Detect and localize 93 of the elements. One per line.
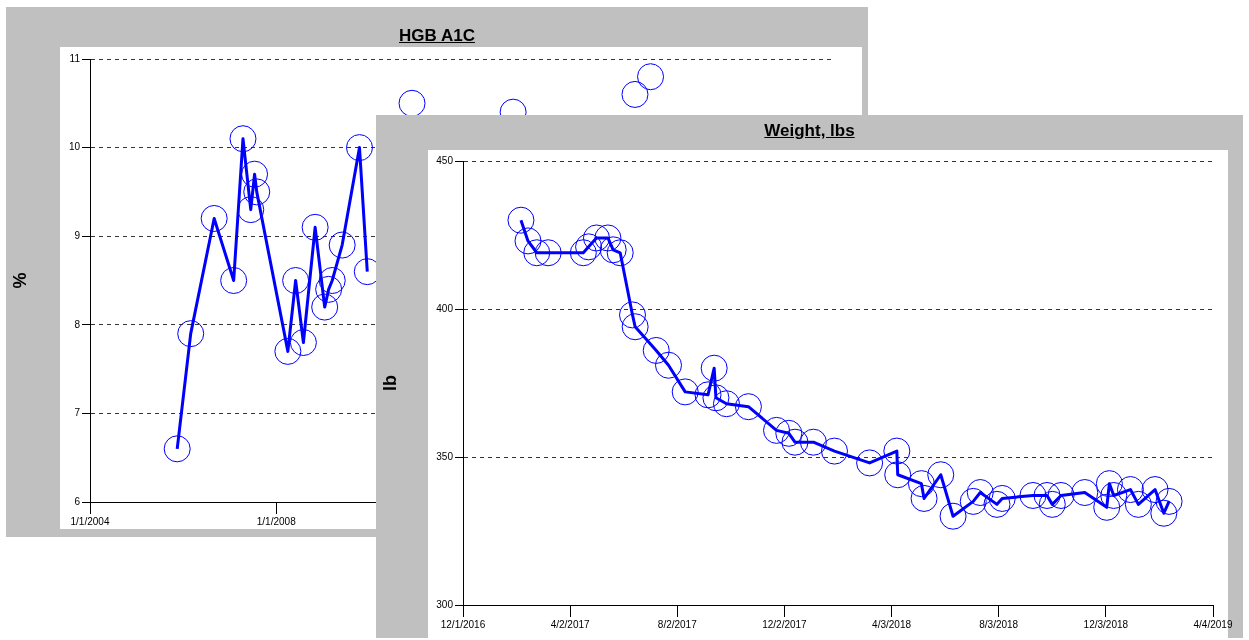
point — [939, 502, 967, 530]
point — [856, 449, 884, 477]
point — [1093, 493, 1121, 521]
point — [820, 437, 848, 465]
point — [637, 63, 665, 91]
point — [781, 428, 809, 456]
y-axis-title: lb — [379, 375, 400, 391]
chart-title: HGB A1C — [398, 26, 476, 46]
point — [1071, 479, 1099, 507]
y-tick-label: 9 — [74, 229, 81, 241]
point — [289, 329, 317, 357]
point — [907, 470, 935, 498]
y-tick-label: 400 — [436, 302, 454, 314]
point — [621, 313, 649, 341]
y-tick-label: 450 — [436, 154, 454, 166]
y-tick-label: 11 — [69, 52, 81, 64]
y-tick-label: 10 — [68, 141, 81, 153]
point — [594, 224, 622, 252]
point — [507, 206, 535, 234]
point — [1100, 481, 1128, 509]
point — [775, 419, 803, 447]
point — [702, 384, 730, 412]
point — [534, 239, 562, 267]
point — [599, 236, 627, 264]
point — [671, 378, 699, 406]
point — [301, 213, 329, 241]
y-tick-label: 6 — [74, 495, 81, 507]
point — [1095, 470, 1123, 498]
point — [966, 479, 994, 507]
x-tick-label: 12/3/2018 — [1083, 618, 1129, 630]
point — [799, 428, 827, 456]
point — [694, 381, 722, 409]
point — [619, 301, 646, 329]
x-tick-label: 12/2/2017 — [762, 618, 808, 630]
point — [229, 125, 257, 153]
point — [1047, 481, 1075, 509]
x-tick-label: 12/1/2016 — [440, 618, 486, 630]
point — [988, 484, 1016, 512]
point — [983, 490, 1011, 518]
point — [884, 461, 912, 489]
point — [910, 484, 938, 512]
point — [523, 239, 551, 267]
x-tick-label: 1/1/2004 — [70, 515, 110, 527]
point — [318, 267, 346, 294]
point — [582, 224, 610, 252]
x-tick-label: 8/3/2018 — [979, 618, 1019, 630]
chart-title: Weight, lbs — [763, 121, 856, 141]
point — [311, 293, 339, 321]
point — [700, 354, 728, 382]
point — [606, 239, 634, 267]
x-tick-label: 1/1/2008 — [256, 515, 297, 527]
y-tick-label: 300 — [436, 598, 454, 610]
point — [1038, 490, 1066, 518]
x-tick-label: 4/2/2017 — [550, 618, 591, 630]
point — [328, 231, 356, 259]
point — [621, 80, 649, 108]
point — [200, 204, 228, 232]
point — [734, 393, 762, 421]
point — [927, 461, 955, 489]
y-axis-title: % — [9, 272, 30, 289]
point — [569, 239, 597, 267]
point — [398, 89, 426, 117]
point — [315, 275, 343, 303]
point — [763, 416, 791, 444]
y-tick-label: 7 — [74, 407, 81, 419]
point — [959, 487, 987, 515]
point — [655, 351, 682, 379]
x-tick-label: 8/2/2017 — [657, 618, 698, 630]
point — [1033, 481, 1061, 509]
point — [237, 196, 265, 224]
point — [712, 390, 740, 418]
point — [243, 178, 271, 206]
point — [1141, 476, 1169, 504]
point — [241, 160, 269, 188]
point — [220, 267, 248, 294]
point — [642, 336, 670, 364]
point — [514, 227, 542, 255]
point — [883, 437, 911, 465]
point — [1150, 499, 1178, 527]
point — [163, 435, 191, 463]
y-tick-label: 350 — [436, 450, 454, 462]
point — [177, 320, 205, 348]
point — [575, 233, 603, 261]
x-tick-label: 4/3/2018 — [872, 618, 912, 630]
point — [1124, 490, 1152, 518]
point — [282, 267, 310, 294]
point — [274, 337, 302, 365]
point — [346, 134, 373, 162]
point — [1019, 481, 1047, 509]
point — [1116, 476, 1144, 504]
y-tick-label: 8 — [74, 318, 81, 330]
x-tick-label: 4/4/2019 — [1193, 618, 1233, 630]
point — [1155, 487, 1183, 515]
